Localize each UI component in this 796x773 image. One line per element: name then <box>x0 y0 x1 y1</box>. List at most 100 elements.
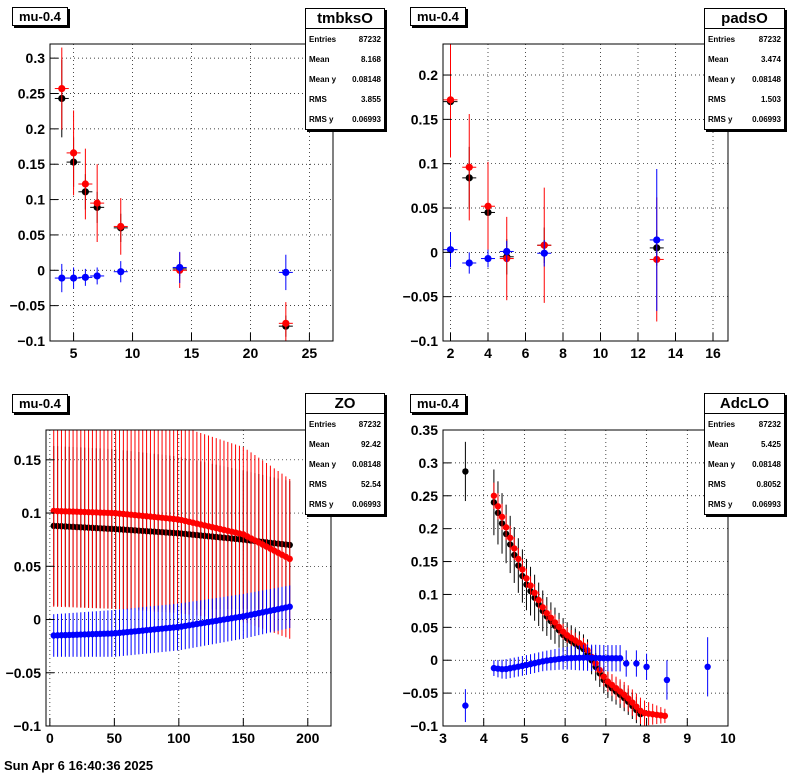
data-point <box>531 589 538 596</box>
y-tick-label: 0.25 <box>18 86 45 102</box>
stats-row: Mean 8.168 <box>306 49 384 69</box>
y-tick-label: 0.15 <box>411 554 438 570</box>
y-tick-label: −0.1 <box>17 333 45 349</box>
data-point <box>93 199 101 207</box>
x-tick-label: 20 <box>243 345 259 361</box>
stats-value: 87232 <box>358 34 381 44</box>
stats-row: Mean 3.474 <box>705 49 784 69</box>
x-tick-label: 3 <box>439 730 447 746</box>
stats-label: RMS <box>309 479 327 489</box>
stats-label: Mean y <box>309 74 337 84</box>
y-tick-label: −0.05 <box>10 298 46 314</box>
x-tick-label: 5 <box>70 345 78 361</box>
y-tick-label: 0 <box>33 612 41 628</box>
stats-value: 87232 <box>758 34 781 44</box>
data-point <box>484 254 492 263</box>
y-tick-label: 0.15 <box>14 452 41 468</box>
x-tick-label: 200 <box>296 730 320 746</box>
y-tick-label: 0.25 <box>411 488 438 504</box>
x-tick-label: 0 <box>46 730 54 746</box>
stats-value: 0.06993 <box>352 114 381 124</box>
chart-title: mu-0.4 <box>12 394 68 413</box>
stats-value: 0.08148 <box>752 459 781 469</box>
data-point <box>527 582 534 589</box>
data-point <box>663 676 671 684</box>
data-point <box>69 274 78 282</box>
stats-row: RMS 0.8052 <box>705 474 784 494</box>
stats-value: 3.474 <box>760 54 781 64</box>
y-tick-label: −0.05 <box>403 289 439 305</box>
data-point <box>484 202 492 210</box>
x-tick-label: 6 <box>522 345 530 361</box>
y-tick-label: 0.2 <box>419 521 439 537</box>
y-tick-label: −0.05 <box>403 685 439 701</box>
data-point <box>282 268 290 277</box>
stats-label: Mean y <box>708 74 736 84</box>
data-point <box>625 695 632 702</box>
stats-label: RMS <box>309 94 327 104</box>
stats-value: 3.855 <box>360 94 381 104</box>
stats-label: Mean y <box>708 459 736 469</box>
chart-title: mu-0.4 <box>12 7 68 26</box>
data-point <box>555 623 563 631</box>
x-tick-label: 10 <box>593 345 609 361</box>
plot-frame <box>45 429 332 727</box>
stats-label: Mean <box>309 439 330 449</box>
x-tick-label: 14 <box>668 345 684 361</box>
stats-label: RMS <box>708 479 726 489</box>
footer-timestamp: Sun Apr 6 16:40:36 2025 <box>4 758 154 773</box>
data-point <box>623 660 630 667</box>
x-tick-label: 10 <box>125 345 141 361</box>
stats-value: 5.425 <box>760 439 781 449</box>
data-point <box>629 699 636 706</box>
data-point <box>519 566 526 573</box>
x-tick-label: 15 <box>184 345 200 361</box>
stats-histogram-name: AdcLO <box>705 394 784 414</box>
y-tick-label: 0 <box>37 262 45 278</box>
x-tick-label: 12 <box>630 345 646 361</box>
data-point <box>286 555 293 563</box>
stats-label: Entries <box>309 34 337 44</box>
data-point <box>58 84 66 93</box>
stats-value: 0.06993 <box>752 114 781 124</box>
y-tick-label: 0.1 <box>22 505 42 521</box>
x-tick-label: 100 <box>167 730 191 746</box>
stats-value: 1.503 <box>760 94 781 104</box>
y-tick-label: 0.05 <box>14 558 41 574</box>
y-tick-label: 0.1 <box>26 192 46 208</box>
stats-value: 92.42 <box>360 439 381 449</box>
data-point <box>633 660 640 667</box>
stats-value: 0.06993 <box>752 499 781 509</box>
stats-value: 0.08148 <box>352 459 381 469</box>
data-point <box>465 259 473 267</box>
y-tick-label: −0.1 <box>410 718 438 734</box>
y-tick-label: 0.15 <box>411 111 438 127</box>
data-point <box>511 545 518 552</box>
data-point <box>643 663 650 670</box>
stats-value: 0.08148 <box>752 74 781 84</box>
y-tick-label: 0.1 <box>419 156 439 172</box>
stats-row: Entries 87232 <box>705 414 784 434</box>
stats-label: RMS y <box>708 114 733 124</box>
data-point <box>515 555 522 563</box>
stats-label: Mean <box>309 54 330 64</box>
data-point <box>543 609 551 617</box>
stats-value: 0.06993 <box>352 499 381 509</box>
stats-row: Mean 92.42 <box>306 434 384 454</box>
stats-row: Entries 87232 <box>306 29 384 49</box>
stats-histogram-name: tmbksO <box>306 9 384 29</box>
x-tick-label: 25 <box>302 345 318 361</box>
stats-box: padsO Entries 87232 Mean 3.474 Mean y 0.08148 R… <box>704 8 785 130</box>
data-point <box>81 273 89 281</box>
stats-row: RMS y 0.06993 <box>306 494 384 514</box>
y-tick-label: 0 <box>430 244 438 260</box>
stats-row: Mean y 0.08148 <box>306 454 384 474</box>
y-tick-label: 0.1 <box>419 586 439 602</box>
stats-box: AdcLO Entries 87232 Mean 5.425 Mean y 0.08148 R… <box>704 393 785 515</box>
x-tick-label: 8 <box>559 345 567 361</box>
data-point <box>282 319 290 327</box>
stats-row: Entries 87232 <box>705 29 784 49</box>
plot-frame <box>442 429 729 727</box>
data-point <box>600 673 608 680</box>
